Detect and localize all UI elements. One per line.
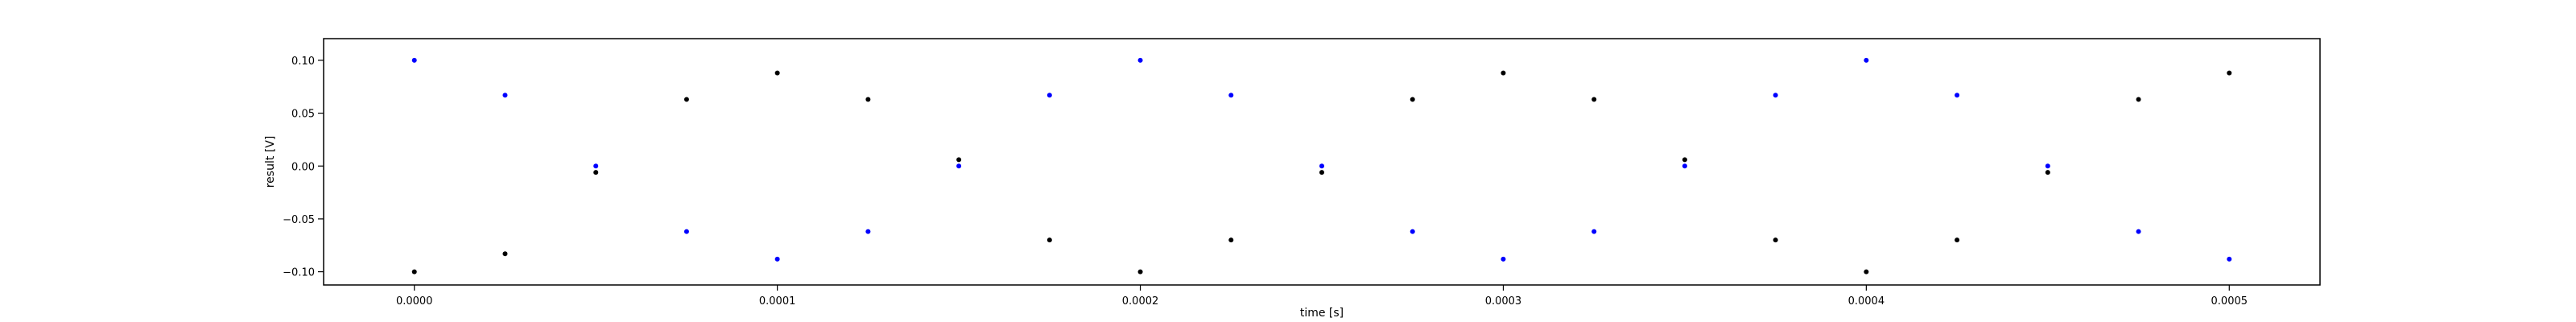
data-point (2045, 170, 2050, 175)
y-axis: 0.10 0.05 0.00 −0.05 −0.10 (283, 56, 324, 279)
series-black (411, 70, 2232, 275)
x-axis-label: time [s] (1300, 307, 1344, 320)
y-tick-label: 0.00 (291, 161, 315, 173)
data-point (2227, 256, 2232, 262)
y-tick-label: −0.10 (283, 267, 315, 279)
x-tick-label: 0.0004 (1848, 295, 1885, 308)
series-blue (411, 57, 2232, 262)
data-point (1955, 237, 1960, 243)
data-point (1773, 93, 1778, 98)
data-point (865, 97, 871, 102)
data-point (1591, 97, 1597, 102)
data-point (1046, 237, 1052, 243)
data-point (502, 251, 508, 257)
data-point (1501, 256, 1506, 262)
data-point (593, 163, 599, 169)
data-point (2227, 70, 2232, 76)
y-tick-label: 0.05 (291, 109, 315, 121)
x-tick-label: 0.0005 (2211, 295, 2248, 308)
data-point (1228, 237, 1234, 243)
data-point (1137, 57, 1143, 63)
x-tick-label: 0.0000 (396, 295, 433, 308)
data-point (1501, 70, 1506, 76)
plot-frame (323, 38, 2321, 286)
data-point (2045, 163, 2050, 169)
data-point (593, 170, 599, 175)
y-axis-label: result [V] (264, 136, 277, 188)
data-point (1228, 93, 1234, 98)
x-tick-label: 0.0001 (759, 295, 796, 308)
data-point (774, 70, 780, 76)
data-point (1410, 229, 1415, 234)
data-point (1046, 93, 1052, 98)
data-point (411, 57, 417, 63)
data-point (1682, 163, 1687, 169)
data-point (774, 256, 780, 262)
data-point (1864, 269, 1869, 275)
data-point (1319, 170, 1324, 175)
data-point (683, 97, 689, 102)
data-point (1591, 229, 1597, 234)
data-point (1773, 237, 1778, 243)
data-point (956, 163, 962, 169)
y-tick-label: −0.05 (283, 214, 315, 226)
y-tick-label: 0.10 (291, 56, 315, 68)
data-point (683, 229, 689, 234)
data-point (2136, 97, 2141, 102)
data-point (502, 93, 508, 98)
data-point (1410, 97, 1415, 102)
data-point (956, 157, 962, 163)
data-point (1319, 163, 1324, 169)
data-point (1682, 157, 1687, 163)
data-point (1137, 269, 1143, 275)
data-point (1864, 57, 1869, 63)
data-point (865, 229, 871, 234)
x-tick-label: 0.0003 (1485, 295, 1522, 308)
data-point (411, 269, 417, 275)
data-point (1955, 93, 1960, 98)
x-axis: 0.0000 0.0001 0.0002 0.0003 0.0004 0.0005 (396, 285, 2248, 308)
data-point (2136, 229, 2141, 234)
x-tick-label: 0.0002 (1122, 295, 1159, 308)
